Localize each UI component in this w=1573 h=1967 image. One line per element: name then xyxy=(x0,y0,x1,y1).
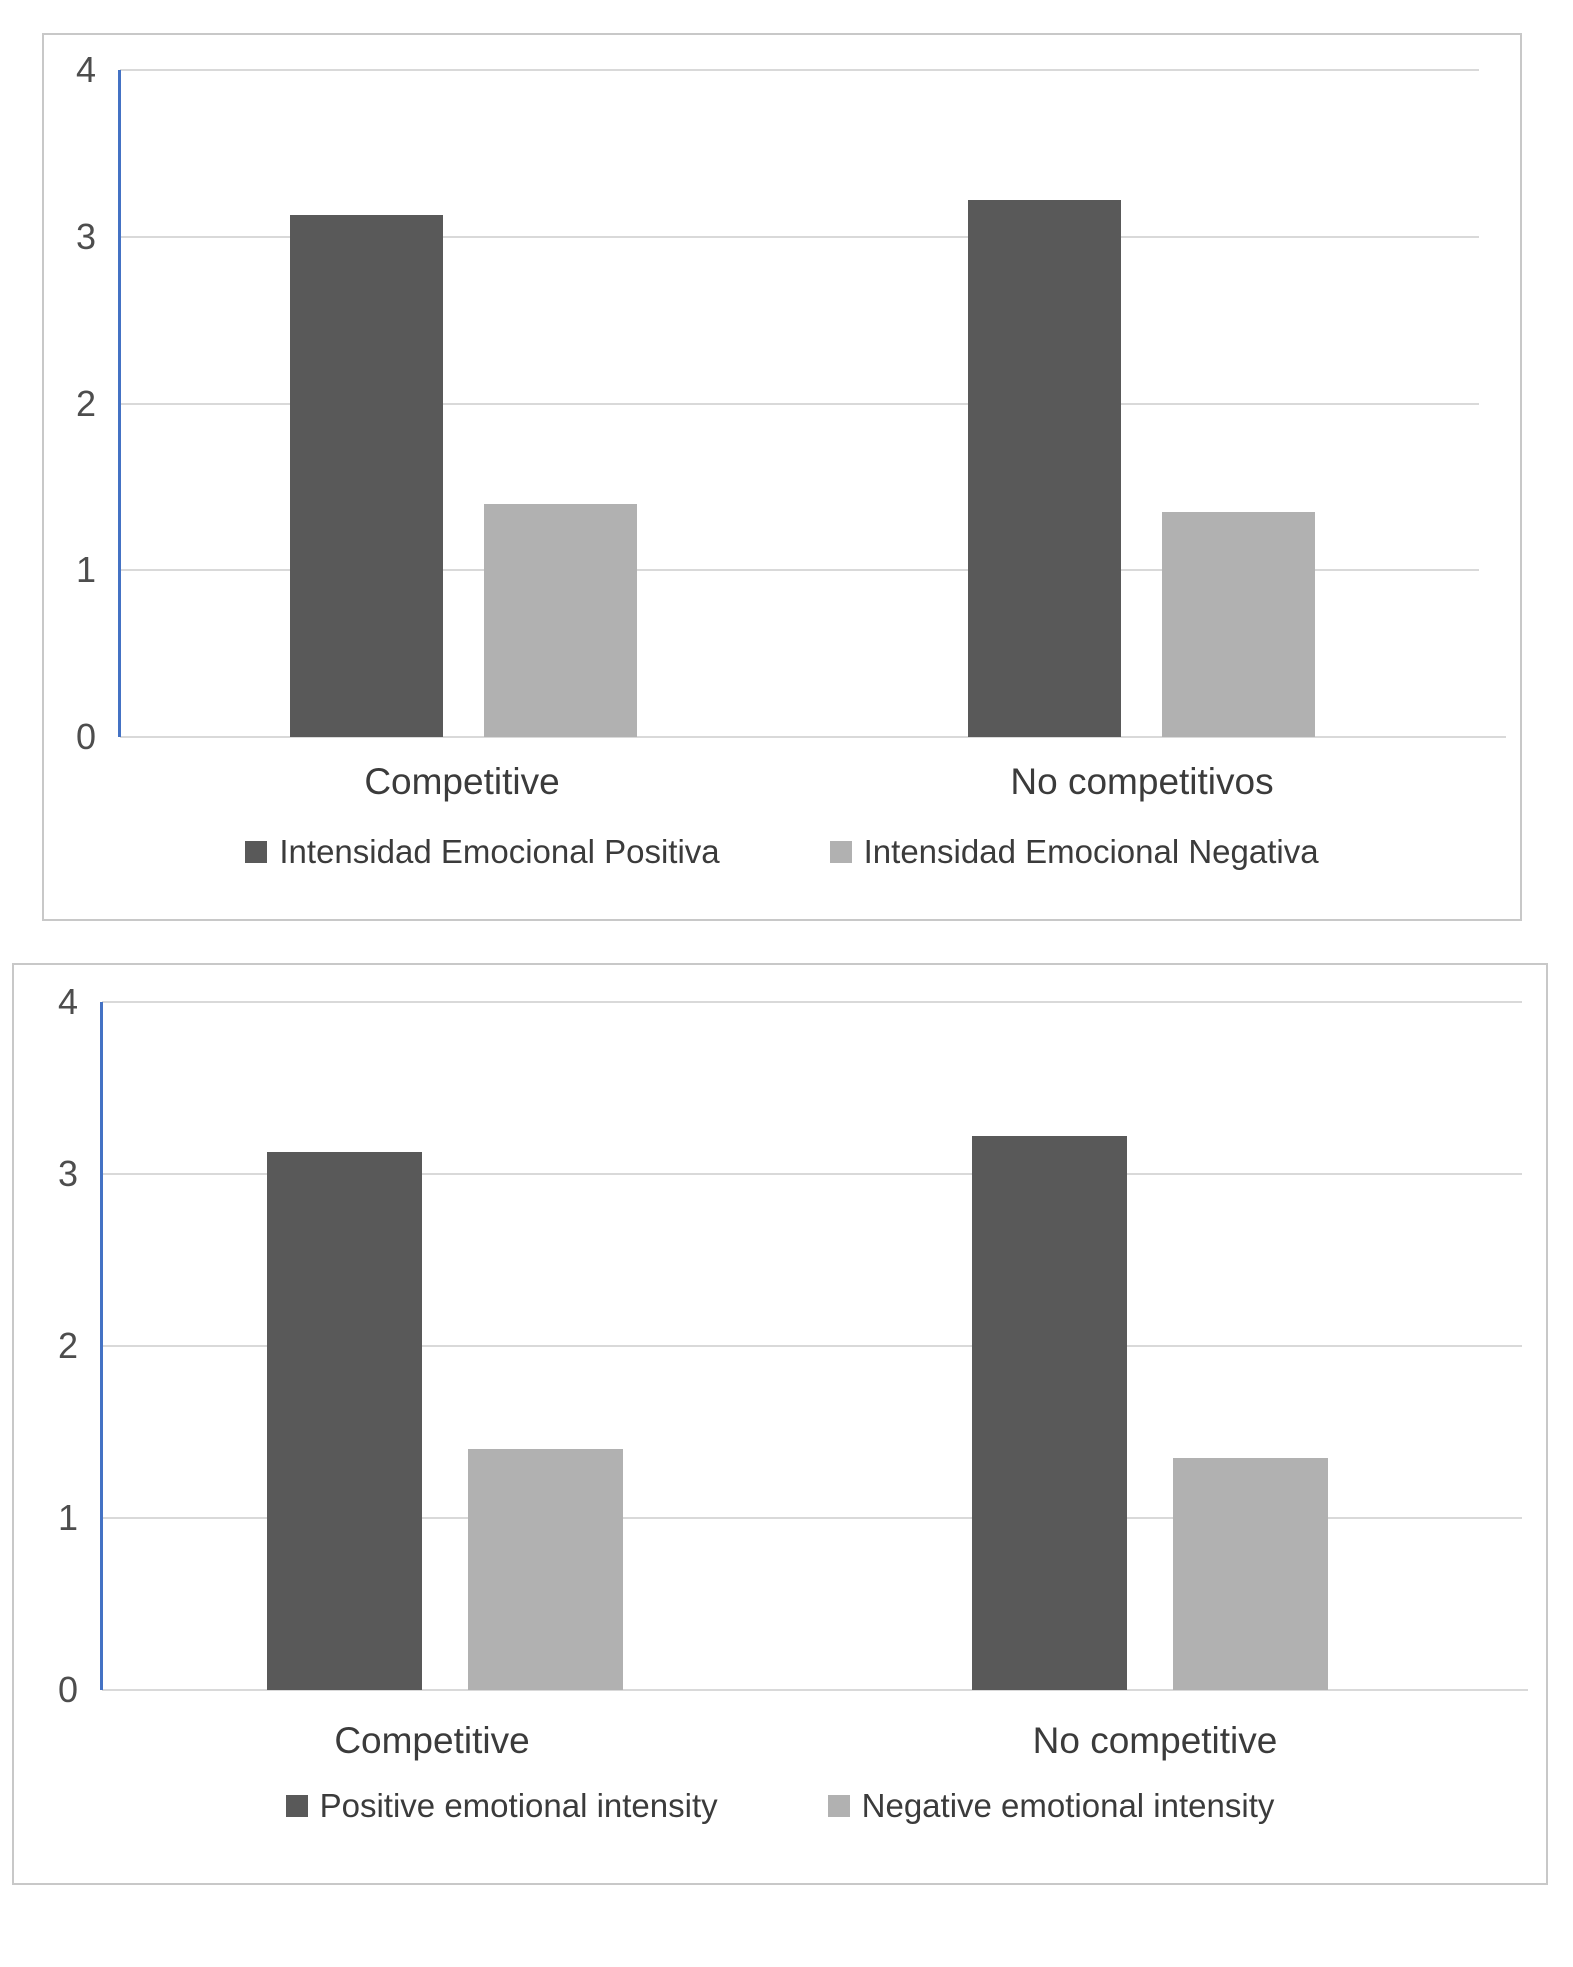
y-axis-line xyxy=(100,1002,103,1690)
y-tick-label: 1 xyxy=(75,549,96,591)
x-category-label: Competitive xyxy=(364,761,560,802)
gridline xyxy=(120,569,1479,572)
gridline xyxy=(120,235,1479,238)
y-tick-label: 2 xyxy=(75,382,96,424)
legend-swatch-icon xyxy=(829,841,852,863)
y-tick-label: 3 xyxy=(75,215,96,257)
bar xyxy=(267,1152,422,1690)
legend-label: Intensidad Emocional Positiva xyxy=(279,833,720,870)
gridline xyxy=(102,1001,1522,1003)
legend-label: Negative emotional intensity xyxy=(861,1787,1275,1824)
legend-item: Negative emotional intensity xyxy=(827,1787,1275,1825)
legend-item: Intensidad Emocional Negativa xyxy=(829,833,1319,871)
bar xyxy=(968,200,1121,737)
bar xyxy=(1162,512,1315,737)
legend-item: Positive emotional intensity xyxy=(285,1787,718,1825)
legend: Positive emotional intensity Negative em… xyxy=(14,1787,1546,1825)
y-tick-label: 4 xyxy=(75,49,96,90)
legend-swatch-icon xyxy=(827,1795,850,1817)
chart-panel-english: 0 1 2 3 4 Competitive No competitive Positiv… xyxy=(12,963,1548,1885)
legend-label: Positive emotional intensity xyxy=(319,1787,718,1824)
bar xyxy=(484,504,637,737)
x-category-label: Competitive xyxy=(334,1720,530,1761)
gridline xyxy=(120,402,1479,405)
y-tick-label: 0 xyxy=(75,716,96,757)
plot-area: 0 1 2 3 4 xyxy=(44,35,1520,919)
y-tick-label: 0 xyxy=(57,1669,78,1710)
bar xyxy=(1173,1458,1328,1690)
gridline xyxy=(120,69,1479,71)
gridline xyxy=(102,1173,1522,1175)
legend-swatch-icon xyxy=(245,841,268,863)
legend: Intensidad Emocional Positiva Intensidad… xyxy=(44,833,1520,871)
y-tick-label: 2 xyxy=(57,1325,78,1366)
gridline xyxy=(120,736,1506,738)
x-category-label: No competitivos xyxy=(1010,761,1274,802)
legend-label: Intensidad Emocional Negativa xyxy=(863,833,1319,870)
bar xyxy=(972,1136,1127,1690)
bar xyxy=(468,1449,623,1690)
y-tick-label: 4 xyxy=(57,981,78,1022)
y-tick-label: 3 xyxy=(57,1153,78,1194)
gridline xyxy=(102,1689,1528,1691)
plot-area: 0 1 2 3 4 xyxy=(14,965,1546,1883)
gridline xyxy=(102,1345,1522,1347)
x-category-label: No competitive xyxy=(1032,1720,1278,1761)
y-axis-line xyxy=(118,70,121,737)
legend-item: Intensidad Emocional Positiva xyxy=(245,833,720,871)
legend-swatch-icon xyxy=(285,1795,308,1817)
bar xyxy=(290,215,443,737)
y-tick-label: 1 xyxy=(57,1497,78,1538)
gridline xyxy=(102,1517,1522,1519)
chart-panel-spanish: 0 1 2 3 4 Competitive No competitivos Intens… xyxy=(42,33,1522,921)
